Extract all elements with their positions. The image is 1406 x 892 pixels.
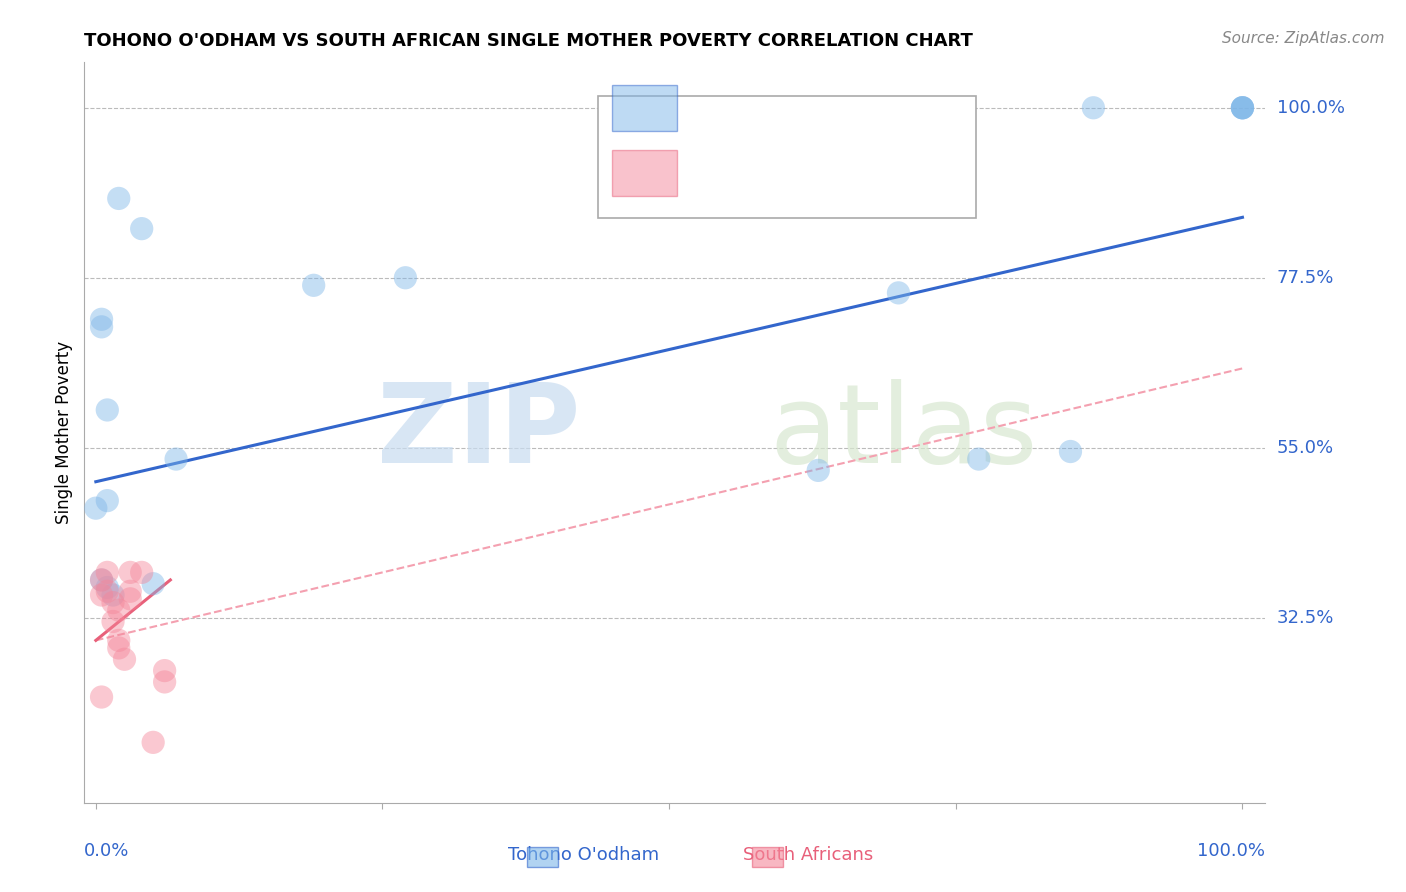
Point	[1232, 101, 1254, 115]
Text: TOHONO O'ODHAM VS SOUTH AFRICAN SINGLE MOTHER POVERTY CORRELATION CHART: TOHONO O'ODHAM VS SOUTH AFRICAN SINGLE M…	[84, 32, 973, 50]
Text: R =: R =	[699, 162, 744, 183]
Point	[90, 312, 112, 326]
Point	[807, 463, 830, 477]
Text: 18: 18	[870, 162, 898, 183]
Point	[120, 566, 142, 580]
Point	[1083, 101, 1105, 115]
Point	[107, 191, 129, 205]
Point	[101, 615, 124, 629]
Point	[887, 285, 910, 300]
Point	[394, 270, 416, 285]
Text: 0.484: 0.484	[744, 98, 810, 119]
Point	[1232, 101, 1254, 115]
FancyBboxPatch shape	[612, 86, 678, 131]
Text: 0.0%: 0.0%	[84, 842, 129, 860]
Text: atlas: atlas	[769, 379, 1038, 486]
Point	[101, 588, 124, 602]
Point	[84, 501, 107, 516]
Text: R =: R =	[699, 98, 744, 119]
Point	[967, 452, 990, 467]
Point	[142, 576, 165, 591]
Point	[120, 584, 142, 599]
Point	[90, 319, 112, 334]
Point	[107, 633, 129, 648]
Point	[1232, 101, 1254, 115]
Text: 32.5%: 32.5%	[1277, 608, 1334, 627]
Point	[131, 566, 153, 580]
Point	[107, 640, 129, 655]
Point	[96, 493, 118, 508]
Point	[302, 278, 325, 293]
Point	[90, 573, 112, 587]
Point	[1059, 444, 1081, 458]
Point	[90, 573, 112, 587]
Point	[1232, 101, 1254, 115]
Point	[90, 588, 112, 602]
Text: Source: ZipAtlas.com: Source: ZipAtlas.com	[1222, 31, 1385, 46]
Text: 100.0%: 100.0%	[1198, 842, 1265, 860]
Point	[131, 221, 153, 235]
Point	[96, 403, 118, 417]
Text: N =: N =	[823, 98, 869, 119]
Point	[165, 452, 187, 467]
Text: 100.0%: 100.0%	[1277, 99, 1344, 117]
Text: ZIP: ZIP	[377, 379, 581, 486]
Text: N =: N =	[823, 162, 869, 183]
Point	[153, 664, 176, 678]
Text: South Africans: South Africans	[744, 846, 873, 863]
Text: 0.125: 0.125	[744, 162, 810, 183]
FancyBboxPatch shape	[612, 150, 678, 195]
Point	[90, 690, 112, 704]
Point	[153, 674, 176, 689]
Text: 55.0%: 55.0%	[1277, 439, 1334, 457]
Point	[101, 596, 124, 610]
Point	[96, 581, 118, 595]
Point	[107, 603, 129, 617]
Point	[96, 566, 118, 580]
Text: 25: 25	[870, 98, 898, 119]
Text: 77.5%: 77.5%	[1277, 268, 1334, 286]
Point	[142, 735, 165, 749]
Point	[120, 591, 142, 606]
Y-axis label: Single Mother Poverty: Single Mother Poverty	[55, 341, 73, 524]
Text: Tohono O'odham: Tohono O'odham	[508, 846, 659, 863]
FancyBboxPatch shape	[598, 95, 976, 218]
Point	[96, 584, 118, 599]
Point	[114, 652, 136, 666]
